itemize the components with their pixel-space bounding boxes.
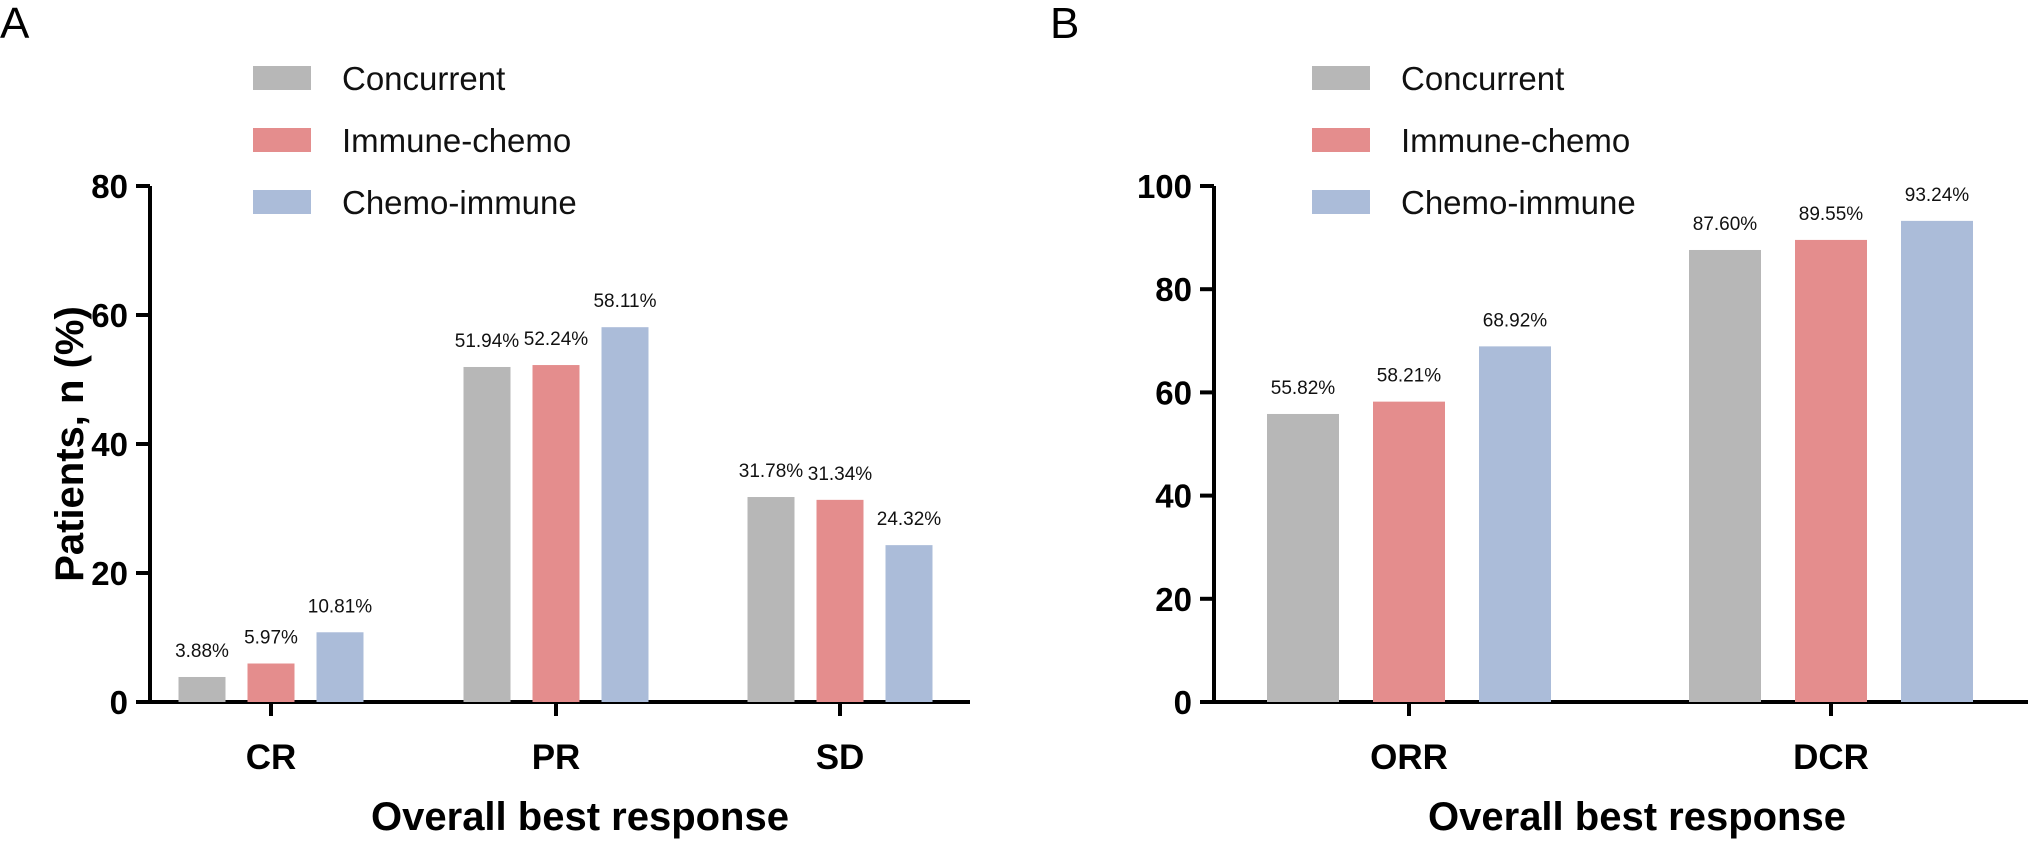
panel-b-category-label-dcr: DCR bbox=[1793, 738, 1869, 777]
panel-a-data-label-sd-chemo-immune: 24.32% bbox=[877, 509, 942, 530]
panel-a-bar-cr-concurrent bbox=[178, 676, 226, 702]
panel-a-bar-pr-concurrent bbox=[463, 366, 511, 702]
panel-b-data-label-dcr-concurrent: 87.60% bbox=[1693, 214, 1758, 235]
panel-a-legend-swatch-concurrent bbox=[253, 66, 311, 90]
panel-b-data-label-dcr-chemo-immune: 93.24% bbox=[1905, 185, 1970, 206]
panel-a-data-label-pr-concurrent: 51.94% bbox=[455, 331, 520, 352]
panel-a-y-tick-label-80: 80 bbox=[91, 168, 128, 205]
panel-b-y-tick-label-60: 60 bbox=[1155, 374, 1192, 411]
panel-a-bar-pr-immune-chemo bbox=[532, 365, 580, 702]
panel-b-letter: B bbox=[1050, 0, 1079, 48]
panel-a-category-label-sd: SD bbox=[816, 738, 865, 777]
panel-a-y-tick-label-60: 60 bbox=[91, 297, 128, 334]
panel-b-category-label-orr: ORR bbox=[1370, 738, 1448, 777]
panel-b-bar-dcr-chemo-immune bbox=[1901, 220, 1973, 703]
panel-b-y-tick-label-20: 20 bbox=[1155, 581, 1192, 618]
panel-b-legend-label-chemo-immune: Chemo-immune bbox=[1401, 184, 1636, 221]
panel-b-legend-label-concurrent: Concurrent bbox=[1401, 60, 1564, 97]
panel-a-bars: 3.88% 5.97% 10.81% 51.94% 52.24%58.11% 31.78%… bbox=[175, 291, 941, 702]
panel-a-x-axis-title: Overall best response bbox=[371, 795, 789, 839]
panel-a-data-label-pr-chemo-immune: 58.11% bbox=[593, 291, 656, 312]
panel-a-legend-label-chemo-immune: Chemo-immune bbox=[342, 184, 577, 221]
panel-b-bar-orr-chemo-immune bbox=[1479, 346, 1551, 702]
panel-a: A Patients, n (%) Overall best response … bbox=[0, 0, 970, 839]
panel-a-bar-cr-immune-chemo bbox=[247, 663, 295, 702]
panel-b-ticks: 0 20 40 60 80 100 ORR DCR bbox=[1137, 168, 1869, 777]
panel-a-data-label-sd-immune-chemo: 31.34% bbox=[808, 464, 873, 485]
panel-b-bar-orr-concurrent bbox=[1267, 413, 1339, 702]
panel-b-legend-swatch-chemo-immune bbox=[1312, 190, 1370, 214]
panel-b: B Overall best response Concurrent Immune… bbox=[1050, 0, 2028, 839]
panel-b-data-label-orr-immune-chemo: 58.21% bbox=[1377, 366, 1442, 387]
panel-a-category-label-pr: PR bbox=[532, 738, 581, 777]
panel-a-bar-pr-chemo-immune bbox=[601, 327, 649, 702]
panel-a-y-tick-label-40: 40 bbox=[91, 426, 128, 463]
panel-b-y-tick-label-0: 0 bbox=[1174, 684, 1192, 721]
panel-b-legend: Concurrent Immune-chemo Chemo-immune bbox=[1312, 60, 1636, 221]
panel-a-y-axis-title: Patients, n (%) bbox=[48, 306, 92, 582]
panel-a-data-label-pr-immune-chemo: 52.24% bbox=[524, 329, 589, 350]
panel-a-data-label-cr-chemo-immune: 10.81% bbox=[308, 596, 373, 617]
panel-a-bar-sd-chemo-immune bbox=[885, 545, 933, 702]
panel-a-category-label-cr: CR bbox=[246, 738, 297, 777]
panel-a-bar-sd-concurrent bbox=[747, 497, 795, 702]
panel-a-bar-cr-chemo-immune bbox=[316, 632, 364, 702]
panel-b-bars: 55.82% 58.21% 68.92% 87.60% 89.55% 93.24% bbox=[1267, 185, 1973, 703]
panel-b-legend-label-immune-chemo: Immune-chemo bbox=[1401, 122, 1630, 159]
panel-a-data-label-cr-concurrent: 3.88% bbox=[175, 641, 229, 662]
panel-a-data-label-cr-immune-chemo: 5.97% bbox=[244, 627, 298, 648]
panel-b-data-label-orr-concurrent: 55.82% bbox=[1271, 378, 1336, 399]
panel-a-legend-swatch-immune-chemo bbox=[253, 128, 311, 152]
panel-b-y-tick-label-80: 80 bbox=[1155, 271, 1192, 308]
panel-b-bar-orr-immune-chemo bbox=[1373, 401, 1445, 702]
panel-b-data-label-orr-chemo-immune: 68.92% bbox=[1483, 310, 1548, 331]
panel-a-letter: A bbox=[0, 0, 30, 48]
panel-b-bar-dcr-concurrent bbox=[1689, 249, 1761, 702]
panel-b-data-label-dcr-immune-chemo: 89.55% bbox=[1799, 204, 1864, 225]
panel-b-legend-swatch-immune-chemo bbox=[1312, 128, 1370, 152]
panel-a-legend-swatch-chemo-immune bbox=[253, 190, 311, 214]
panel-a-legend-label-immune-chemo: Immune-chemo bbox=[342, 122, 571, 159]
panel-a-data-label-sd-concurrent: 31.78% bbox=[739, 461, 804, 482]
panel-a-legend: Concurrent Immune-chemo Chemo-immune bbox=[253, 60, 577, 221]
panel-b-y-tick-label-40: 40 bbox=[1155, 478, 1192, 515]
panel-b-legend-swatch-concurrent bbox=[1312, 66, 1370, 90]
panel-b-bar-dcr-immune-chemo bbox=[1795, 239, 1867, 702]
panel-b-y-tick-label-100: 100 bbox=[1137, 168, 1192, 205]
panel-a-bar-sd-immune-chemo bbox=[816, 499, 864, 702]
panel-a-y-tick-label-0: 0 bbox=[110, 684, 128, 721]
panel-a-y-tick-label-20: 20 bbox=[91, 555, 128, 592]
panel-b-x-axis-title: Overall best response bbox=[1428, 795, 1846, 839]
panel-a-legend-label-concurrent: Concurrent bbox=[342, 60, 505, 97]
panel-a-ticks: 0 20 40 60 80 CR PR SD bbox=[91, 168, 864, 777]
